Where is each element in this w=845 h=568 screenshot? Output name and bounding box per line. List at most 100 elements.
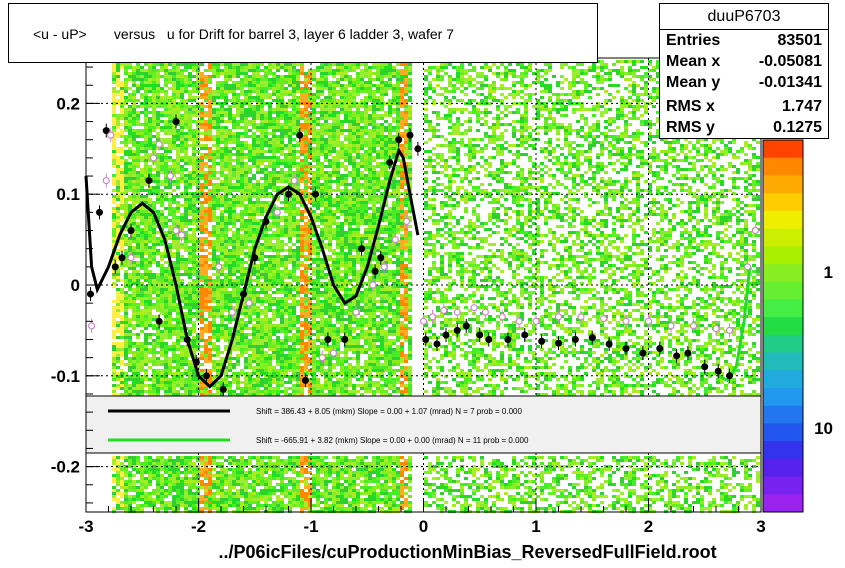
heatmap-cell	[132, 393, 136, 396]
heatmap-cell	[184, 120, 188, 123]
heatmap-cell	[268, 345, 272, 348]
heatmap-cell	[228, 393, 232, 396]
heatmap-cell	[288, 357, 292, 360]
heatmap-cell	[256, 87, 260, 90]
heatmap-cell	[284, 261, 288, 264]
heatmap-cell	[276, 78, 280, 81]
heatmap-cell	[280, 174, 284, 177]
heatmap-cell	[204, 111, 208, 114]
heatmap-cell	[244, 345, 248, 348]
heatmap-cell	[228, 270, 232, 273]
heatmap-cell	[224, 498, 228, 501]
heatmap-cell	[204, 486, 208, 489]
heatmap-cell	[204, 225, 208, 228]
heatmap-cell	[272, 171, 276, 174]
heatmap-cell	[228, 261, 232, 264]
heatmap-cell	[200, 111, 204, 114]
heatmap-cell	[268, 384, 272, 387]
heatmap-cell	[136, 189, 140, 192]
heatmap-cell	[176, 393, 180, 396]
heatmap-cell	[168, 294, 172, 297]
heatmap-cell	[168, 234, 172, 237]
heatmap-cell	[228, 276, 232, 279]
heatmap-cell	[208, 174, 212, 177]
heatmap-cell	[224, 114, 228, 117]
heatmap-cell	[216, 162, 220, 165]
heatmap-cell	[164, 501, 168, 504]
heatmap-cell	[192, 291, 196, 294]
heatmap-cell	[156, 132, 160, 135]
heatmap-cell	[268, 483, 272, 486]
heatmap-cell	[204, 345, 208, 348]
heatmap-cell	[160, 219, 164, 222]
heatmap-cell	[272, 174, 276, 177]
heatmap-cell	[168, 219, 172, 222]
heatmap-cell	[284, 309, 288, 312]
heatmap-cell	[180, 150, 184, 153]
heatmap-cell	[188, 177, 192, 180]
heatmap-cell	[116, 297, 120, 300]
heatmap-cell	[160, 159, 164, 162]
heatmap-cell	[148, 222, 152, 225]
heatmap-cell	[220, 288, 224, 291]
heatmap-cell	[180, 90, 184, 93]
heatmap-cell	[268, 201, 272, 204]
heatmap-cell	[228, 279, 232, 282]
heatmap-cell	[272, 180, 276, 183]
heatmap-cell	[212, 123, 216, 126]
heatmap-cell	[168, 111, 172, 114]
heatmap-cell	[152, 357, 156, 360]
heatmap-cell	[256, 165, 260, 168]
heatmap-cell	[256, 156, 260, 159]
heatmap-cell	[212, 63, 216, 66]
heatmap-cell	[244, 501, 248, 504]
heatmap-cell	[208, 138, 212, 141]
heatmap-cell	[160, 75, 164, 78]
heatmap-cell	[136, 225, 140, 228]
heatmap-cell	[188, 300, 192, 303]
heatmap-cell	[140, 123, 144, 126]
heatmap-cell	[164, 195, 168, 198]
heatmap-cell	[124, 381, 128, 384]
heatmap-cell	[172, 504, 176, 507]
heatmap-cell	[256, 501, 260, 504]
heatmap-cell	[128, 123, 132, 126]
heatmap-cell	[160, 468, 164, 471]
heatmap-cell	[168, 384, 172, 387]
heatmap-cell	[132, 363, 136, 366]
heatmap-cell	[152, 180, 156, 183]
heatmap-cell	[188, 387, 192, 390]
heatmap-cell	[208, 294, 212, 297]
heatmap-cell	[132, 378, 136, 381]
heatmap-cell	[112, 147, 116, 150]
heatmap-cell	[288, 483, 292, 486]
heatmap-cell	[188, 393, 192, 396]
heatmap-cell	[140, 252, 144, 255]
heatmap-cell	[168, 183, 172, 186]
heatmap-cell	[284, 177, 288, 180]
heatmap-cell	[252, 153, 256, 156]
heatmap-cell	[192, 285, 196, 288]
heatmap-cell	[152, 90, 156, 93]
heatmap-cell	[224, 177, 228, 180]
heatmap-cell	[192, 366, 196, 369]
heatmap-cell	[276, 306, 280, 309]
heatmap-cell	[200, 468, 204, 471]
heatmap-cell	[116, 324, 120, 327]
heatmap-cell	[184, 225, 188, 228]
heatmap-cell	[176, 498, 180, 501]
heatmap-cell	[248, 210, 252, 213]
heatmap-cell	[148, 294, 152, 297]
heatmap-cell	[264, 318, 268, 321]
heatmap-cell	[268, 459, 272, 462]
heatmap-cell	[212, 363, 216, 366]
heatmap-cell	[260, 210, 264, 213]
heatmap-cell	[232, 72, 236, 75]
heatmap-cell	[284, 174, 288, 177]
heatmap-cell	[112, 111, 116, 114]
heatmap-cell	[120, 204, 124, 207]
heatmap-cell	[252, 141, 256, 144]
heatmap-cell	[136, 171, 140, 174]
heatmap-cell	[156, 468, 160, 471]
heatmap-cell	[168, 321, 172, 324]
